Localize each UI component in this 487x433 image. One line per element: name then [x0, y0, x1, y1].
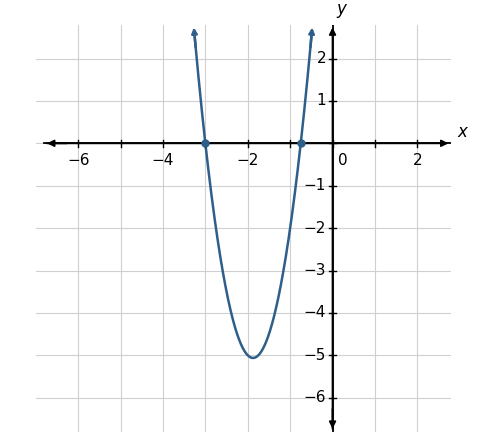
Text: −2: −2: [304, 220, 326, 236]
Text: −4: −4: [304, 305, 326, 320]
Text: −4: −4: [152, 153, 174, 168]
Text: 1: 1: [317, 94, 326, 108]
Text: −5: −5: [304, 348, 326, 363]
Text: 2: 2: [317, 51, 326, 66]
Text: y: y: [337, 0, 347, 18]
Text: 0: 0: [337, 153, 347, 168]
Text: −6: −6: [67, 153, 90, 168]
Text: −6: −6: [304, 390, 326, 405]
Text: −1: −1: [304, 178, 326, 193]
Text: x: x: [458, 123, 468, 141]
Text: −3: −3: [304, 263, 326, 278]
Text: −2: −2: [237, 153, 259, 168]
Text: 2: 2: [412, 153, 422, 168]
